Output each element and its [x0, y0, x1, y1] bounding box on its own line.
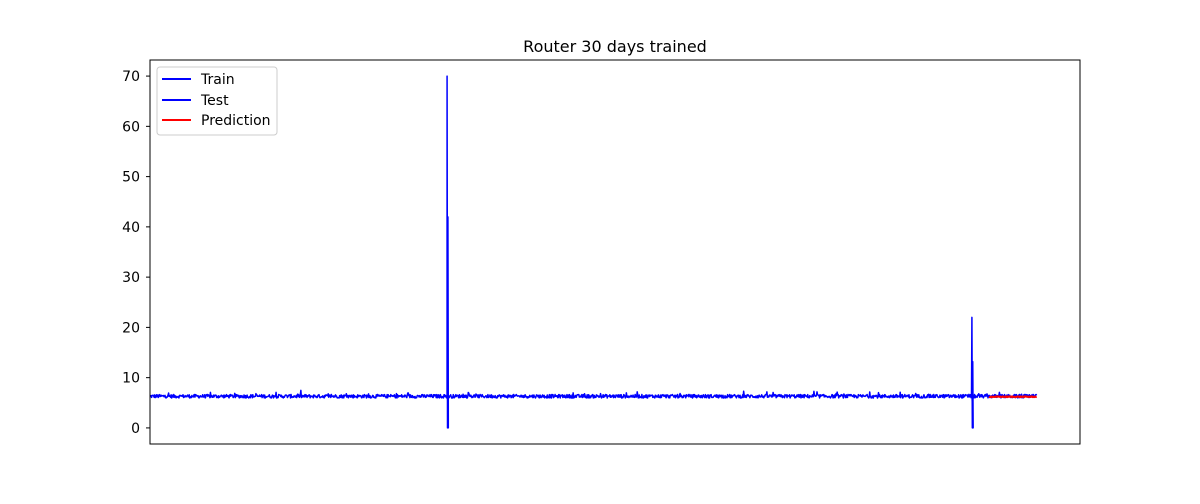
series-layer: [149, 75, 1038, 429]
y-tick-label: 0: [131, 421, 140, 437]
legend-box: [156, 66, 278, 136]
y-tick-label: 20: [122, 320, 140, 336]
y-tick-label: 60: [122, 119, 140, 135]
y-tick-label: 70: [122, 69, 140, 85]
legend-train-label: Train: [200, 72, 235, 88]
plot-frame: [149, 59, 1081, 445]
series-line-train: [149, 75, 967, 429]
legend: Train Test Prediction: [156, 66, 278, 136]
y-tick-label: 40: [122, 220, 140, 236]
legend-test-label: Test: [200, 93, 229, 109]
legend-prediction-label: Prediction: [201, 113, 271, 129]
y-tick-label: 50: [122, 170, 140, 186]
y-tick-label: 10: [122, 371, 140, 387]
y-tick-label: 30: [122, 270, 140, 286]
series-line-test: [966, 316, 1038, 429]
y-axis: 0 10 20 30 40 50 60 70: [122, 69, 150, 437]
series-line-prediction: [988, 395, 1038, 399]
chart-title: Router 30 days trained: [523, 37, 707, 56]
